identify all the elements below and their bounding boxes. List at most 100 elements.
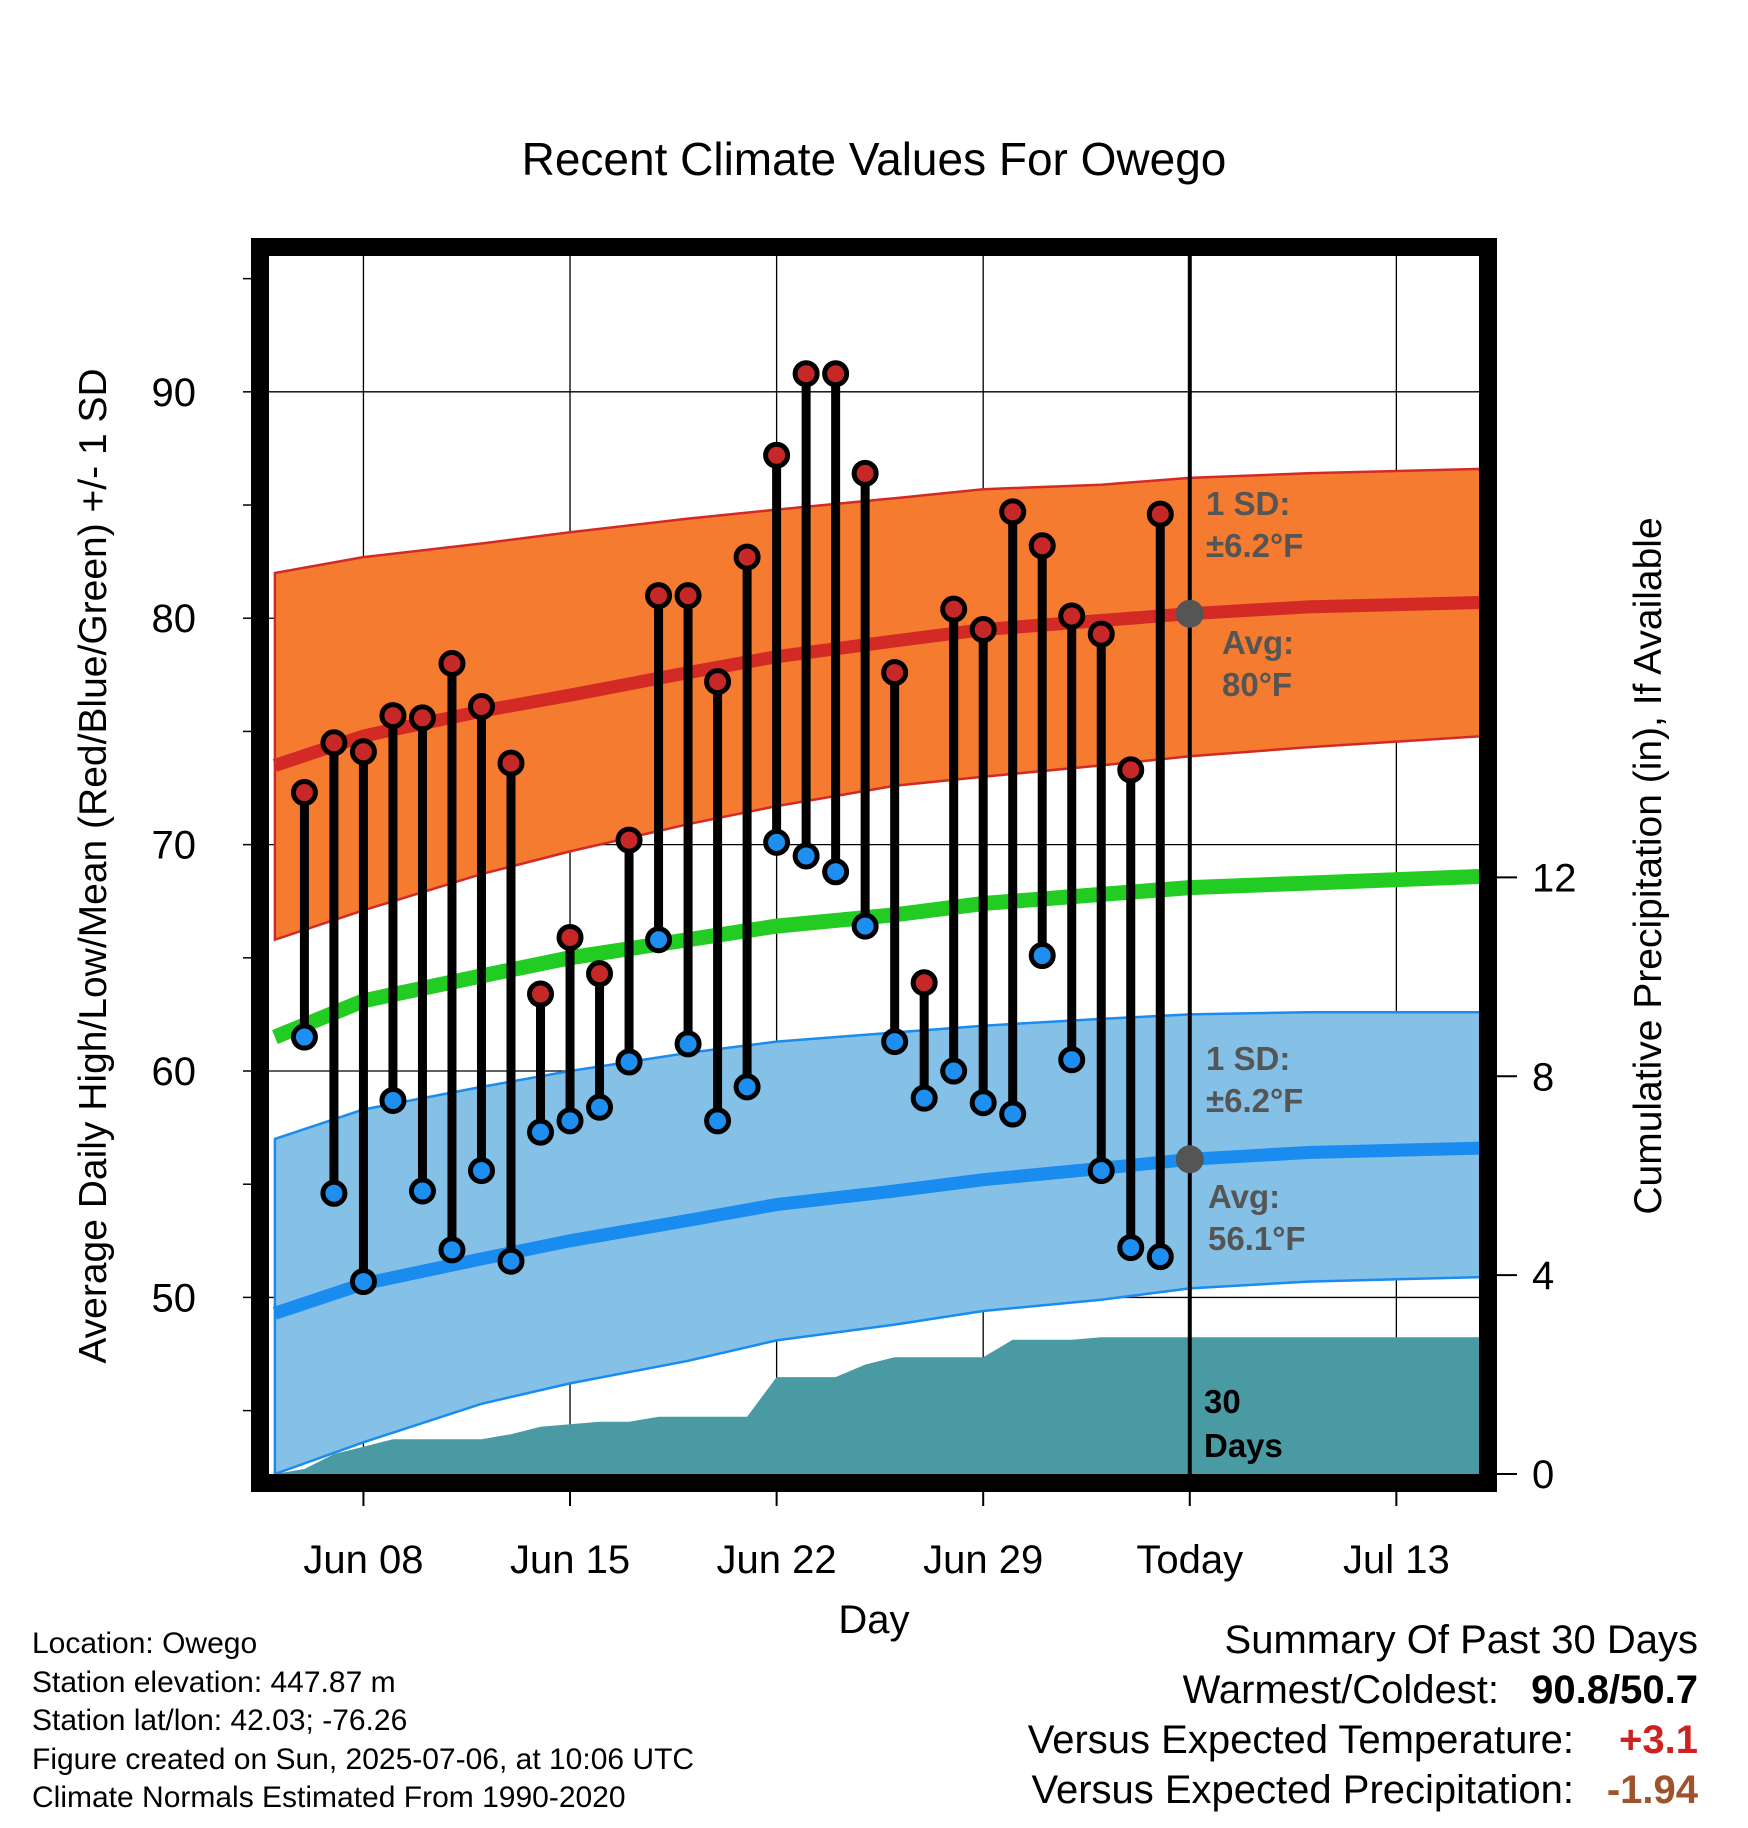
low-point — [1028, 942, 1056, 970]
y-axis-right-label: Cumulative Precipitation (in), If Availa… — [1627, 517, 1670, 1214]
low-point — [822, 858, 850, 886]
avg-markers — [1175, 599, 1204, 1174]
high-point — [999, 498, 1027, 526]
y-tick-label: 50 — [152, 1276, 197, 1320]
daily-stems — [299, 373, 1165, 1282]
low-point — [1058, 1046, 1086, 1074]
low-sd-value: ±6.2°F — [1206, 1082, 1303, 1119]
low-point — [556, 1107, 584, 1135]
plot-annotations: 1 SD: ±6.2°F Avg: 80°F 1 SD: ±6.2°F Avg:… — [1204, 485, 1306, 1464]
high-point — [822, 360, 850, 388]
low-point — [851, 912, 879, 940]
y2-tick-label: 12 — [1532, 856, 1577, 900]
y2-tick-label: 4 — [1532, 1254, 1554, 1298]
created-text: Figure created on Sun, 2025-07-06, at 10… — [32, 1742, 695, 1776]
low-point — [704, 1107, 732, 1135]
high-point — [1117, 756, 1145, 784]
low-point — [969, 1089, 997, 1117]
low-point — [438, 1236, 466, 1264]
high-point — [940, 595, 968, 623]
low-point — [615, 1048, 643, 1076]
x-tick-label: Jun 15 — [510, 1538, 630, 1582]
low-point — [792, 842, 820, 870]
high-avg-label: Avg: — [1222, 624, 1294, 661]
days-count-label: 30 — [1204, 1383, 1241, 1420]
low-avg-value: 56.1°F — [1208, 1220, 1306, 1257]
location-text: Location: Owego — [32, 1627, 258, 1660]
low-avg-label: Avg: — [1208, 1178, 1280, 1215]
precip-area — [274, 1337, 1485, 1474]
low-point — [645, 926, 673, 954]
high-point — [527, 980, 555, 1008]
high-point — [1058, 602, 1086, 630]
high-point — [674, 582, 702, 610]
low-point — [881, 1028, 909, 1056]
low-avg-marker — [1175, 1145, 1204, 1174]
precip-fill — [274, 1337, 1485, 1474]
low-point — [1146, 1243, 1174, 1271]
y-axis-right: 0 4 8 12 — [1497, 856, 1577, 1497]
low-normal-line — [272, 1141, 1486, 1320]
high-avg-value: 80°F — [1222, 666, 1292, 703]
y2-tick-label: 0 — [1532, 1453, 1554, 1497]
low-point — [320, 1179, 348, 1207]
y-tick-label: 70 — [152, 824, 197, 868]
low-point — [467, 1157, 495, 1185]
high-point — [467, 693, 495, 721]
low-point — [763, 828, 791, 856]
warmest-coldest-value: 90.8/50.7 — [1531, 1668, 1698, 1712]
low-point — [674, 1030, 702, 1058]
x-tick-label: Jun 29 — [923, 1538, 1043, 1582]
plot-frame — [251, 238, 1497, 1492]
y-tick-label: 60 — [152, 1050, 197, 1094]
high-point — [969, 616, 997, 644]
chart-title: Recent Climate Values For Owego — [522, 133, 1227, 185]
high-point — [733, 543, 761, 571]
y-axis-left: 50 60 70 80 90 — [152, 277, 251, 1412]
precip-anomaly-row: Versus Expected Precipitation: -1.94 — [1028, 1765, 1698, 1815]
low-point — [940, 1057, 968, 1085]
temp-anomaly-label: Versus Expected Temperature: — [1027, 1718, 1574, 1762]
low-point — [1087, 1157, 1115, 1185]
x-tick-label: Today — [1136, 1538, 1243, 1582]
y2-tick-label: 8 — [1532, 1055, 1554, 1099]
temp-anomaly-value: +3.1 — [1619, 1718, 1698, 1762]
high-point — [881, 659, 909, 687]
low-point — [408, 1177, 436, 1205]
high-point — [1146, 500, 1174, 528]
high-point — [792, 360, 820, 388]
temp-anomaly-row: Versus Expected Temperature: +3.1 — [1028, 1715, 1698, 1765]
high-sd-value: ±6.2°F — [1206, 527, 1303, 564]
high-sd-label: 1 SD: — [1206, 485, 1290, 522]
high-point — [320, 729, 348, 757]
high-point — [349, 738, 377, 766]
summary-heading: Summary Of Past 30 Days — [1224, 1618, 1698, 1662]
high-point — [1087, 620, 1115, 648]
low-point — [379, 1086, 407, 1114]
low-point — [527, 1118, 555, 1146]
x-tick-label: Jun 22 — [717, 1538, 837, 1582]
high-point — [438, 650, 466, 678]
high-point — [910, 969, 938, 997]
high-point — [586, 960, 614, 988]
high-point — [290, 779, 318, 807]
x-tick-label: Jun 08 — [303, 1538, 423, 1582]
warmest-coldest-row: Warmest/Coldest: 90.8/50.7 — [1028, 1665, 1698, 1715]
x-axis-label: Day — [838, 1598, 909, 1642]
low-point — [586, 1093, 614, 1121]
mean-normal-line — [272, 868, 1486, 1045]
x-tick-label: Jul 13 — [1343, 1538, 1450, 1582]
low-point — [290, 1023, 318, 1051]
daily-dots — [290, 360, 1174, 1296]
precip-anomaly-value: -1.94 — [1606, 1768, 1698, 1812]
elevation-text: Station elevation: 447.87 m — [32, 1665, 396, 1699]
station-info: Location: Owego Station elevation: 447.8… — [32, 1625, 694, 1818]
high-point — [615, 826, 643, 854]
warmest-coldest-label: Warmest/Coldest: — [1182, 1668, 1499, 1712]
low-point — [733, 1073, 761, 1101]
y-tick-label: 80 — [152, 597, 197, 641]
low-point — [1117, 1234, 1145, 1262]
y-axis-left-label: Average Daily High/Low/Mean (Red/Blue/Gr… — [72, 368, 115, 1363]
precip-anomaly-label: Versus Expected Precipitation: — [1031, 1768, 1574, 1812]
summary-panel: Summary Of Past 30 Days Warmest/Coldest:… — [1028, 1615, 1698, 1815]
